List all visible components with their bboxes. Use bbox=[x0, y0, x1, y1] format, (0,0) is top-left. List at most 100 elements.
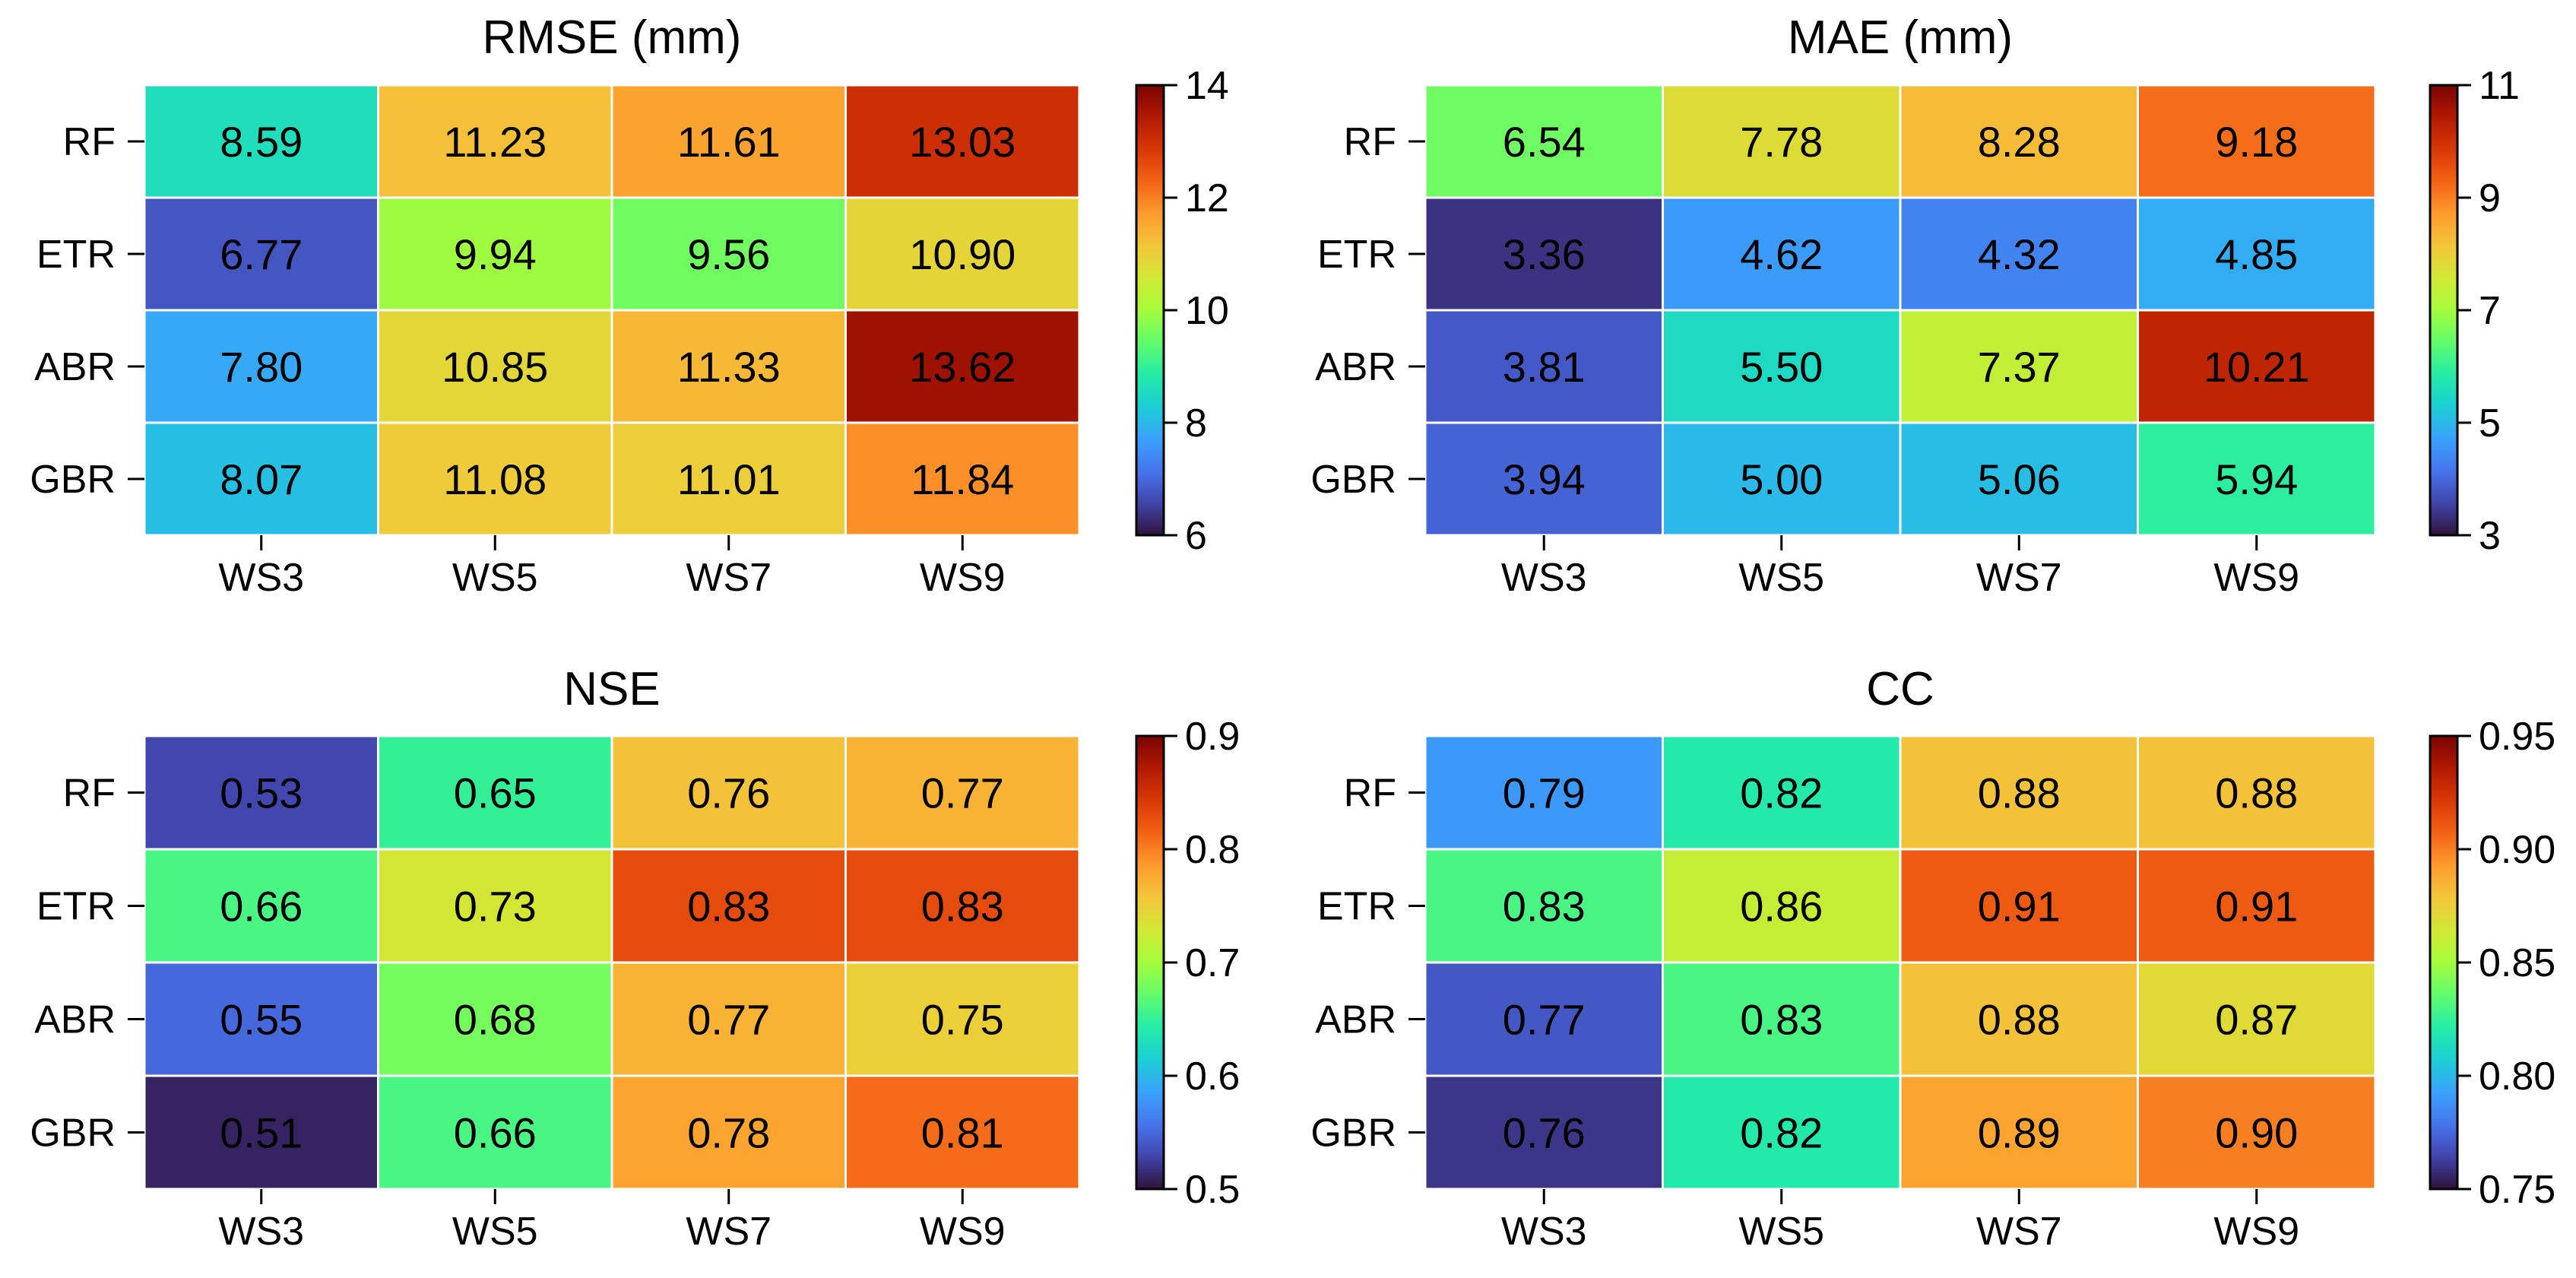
cell-value-label: 6.77 bbox=[220, 230, 303, 278]
column-label: WS3 bbox=[1501, 556, 1587, 600]
panel-title: MAE (mm) bbox=[1788, 11, 2013, 64]
cell-value-label: 4.62 bbox=[1740, 230, 1823, 278]
colorbar-tick-label: 0.9 bbox=[1185, 715, 1240, 759]
cell-value-label: 9.18 bbox=[2215, 118, 2298, 166]
heatmap-cell bbox=[1424, 84, 1664, 199]
cell-value-label: 0.77 bbox=[687, 996, 770, 1044]
cell-value-label: 0.76 bbox=[1503, 1109, 1586, 1157]
colorbar-tick-label: 0.7 bbox=[1185, 941, 1240, 985]
cell-value-label: 0.78 bbox=[687, 1109, 770, 1157]
colorbar-tick-label: 0.90 bbox=[2479, 828, 2555, 872]
column-label: WS7 bbox=[1976, 1210, 2062, 1254]
column-label: WS3 bbox=[1501, 1210, 1587, 1254]
cell-value-label: 5.06 bbox=[1978, 455, 2061, 503]
heatmap-cell bbox=[377, 84, 613, 199]
colorbar-tick-label: 9 bbox=[2479, 176, 2501, 220]
heatmap-cell bbox=[1662, 84, 1902, 199]
colorbar-tick-label: 12 bbox=[1185, 176, 1229, 220]
cell-value-label: 0.77 bbox=[921, 769, 1004, 817]
row-label: GBR bbox=[30, 1112, 116, 1156]
cell-value-label: 0.79 bbox=[1503, 769, 1586, 817]
row-label: RF bbox=[63, 120, 116, 164]
column-label: WS9 bbox=[920, 556, 1006, 600]
cell-value-label: 0.65 bbox=[454, 769, 537, 817]
row-label: ABR bbox=[34, 998, 116, 1042]
row-label: ETR bbox=[1317, 233, 1396, 277]
colorbar-tick-label: 0.80 bbox=[2479, 1054, 2555, 1099]
heatmap-cell bbox=[143, 848, 379, 964]
heatmap-cell bbox=[1424, 961, 1664, 1077]
colorbar-tick-label: 11 bbox=[2479, 64, 2520, 108]
heatmap-cell bbox=[377, 309, 613, 424]
heatmap-cell bbox=[610, 961, 847, 1077]
colorbar-tick-label: 14 bbox=[1185, 64, 1229, 108]
colorbar-tick-label: 0.85 bbox=[2479, 941, 2555, 985]
colorbar bbox=[2429, 84, 2459, 537]
colorbar-tick-label: 0.6 bbox=[1185, 1054, 1240, 1099]
cell-value-label: 4.85 bbox=[2215, 230, 2298, 278]
heatmap-cell bbox=[1424, 309, 1664, 424]
cell-value-label: 0.86 bbox=[1740, 883, 1823, 931]
heatmap-cell bbox=[844, 84, 1081, 199]
colorbar-tick-label: 0.95 bbox=[2479, 715, 2555, 759]
cell-value-label: 3.94 bbox=[1503, 455, 1586, 503]
cell-value-label: 7.80 bbox=[220, 343, 303, 391]
heatmap-cell bbox=[844, 734, 1081, 851]
column-label: WS9 bbox=[2213, 556, 2299, 600]
cell-value-label: 13.03 bbox=[909, 118, 1016, 166]
cell-value-label: 0.91 bbox=[1978, 883, 2061, 931]
cell-value-label: 0.91 bbox=[2215, 883, 2298, 931]
cell-value-label: 7.37 bbox=[1978, 343, 2061, 391]
row-label: ABR bbox=[1315, 998, 1396, 1042]
row-label: ETR bbox=[36, 885, 116, 929]
cell-value-label: 0.73 bbox=[454, 883, 537, 931]
colorbar-tick-label: 10 bbox=[1185, 289, 1229, 333]
heatmap-cell bbox=[1899, 1074, 2139, 1191]
row-label: ETR bbox=[36, 233, 116, 277]
cell-value-label: 3.81 bbox=[1503, 343, 1586, 391]
heatmap-cell bbox=[377, 961, 613, 1077]
colorbar-tick-label: 6 bbox=[1185, 514, 1207, 558]
cell-value-label: 0.88 bbox=[1978, 769, 2061, 817]
heatmap-cell bbox=[610, 84, 847, 199]
cell-value-label: 0.66 bbox=[220, 883, 303, 931]
heatmap-cell bbox=[1899, 848, 2139, 964]
heatmap-cell bbox=[2137, 961, 2377, 1077]
cell-value-label: 0.68 bbox=[454, 996, 537, 1044]
cell-value-label: 0.82 bbox=[1740, 769, 1823, 817]
cell-value-label: 7.78 bbox=[1740, 118, 1823, 166]
heatmap-cell bbox=[377, 196, 613, 312]
cell-value-label: 5.94 bbox=[2215, 455, 2298, 503]
cell-value-label: 13.62 bbox=[909, 343, 1016, 391]
row-label: RF bbox=[1344, 772, 1396, 816]
heatmap-cell bbox=[2137, 309, 2377, 424]
colorbar-tick-label: 0.5 bbox=[1185, 1168, 1240, 1212]
colorbar-tick-label: 0.8 bbox=[1185, 828, 1240, 872]
colorbar-tick-label: 5 bbox=[2479, 401, 2501, 446]
cell-value-label: 5.50 bbox=[1740, 343, 1823, 391]
column-label: WS5 bbox=[1738, 556, 1824, 600]
row-label: ABR bbox=[34, 345, 116, 389]
row-label: RF bbox=[1344, 120, 1396, 164]
heatmap-panel: RMSE (mm) 8.59 11.23 11.61 13.03 6.77 9.94 9.56… bbox=[30, 11, 1229, 600]
heatmap-cell bbox=[377, 734, 613, 851]
colorbar-tick-label: 7 bbox=[2479, 289, 2501, 333]
column-label: WS5 bbox=[452, 1210, 538, 1254]
cell-value-label: 11.33 bbox=[677, 343, 781, 391]
heatmap-cell bbox=[143, 1074, 379, 1191]
row-label: ETR bbox=[1317, 885, 1396, 929]
row-label: ABR bbox=[1315, 345, 1396, 389]
row-label: GBR bbox=[30, 458, 116, 502]
column-label: WS7 bbox=[686, 556, 772, 600]
cell-value-label: 0.82 bbox=[1740, 1109, 1823, 1157]
heatmap-cell bbox=[844, 309, 1081, 424]
cell-value-label: 0.87 bbox=[2215, 996, 2298, 1044]
heatmap-cell bbox=[1899, 961, 2139, 1077]
cell-value-label: 5.00 bbox=[1740, 455, 1823, 503]
colorbar-tick-label: 8 bbox=[1185, 401, 1207, 446]
cell-value-label: 0.89 bbox=[1978, 1109, 2061, 1157]
colorbar-tick-label: 0.75 bbox=[2479, 1168, 2555, 1212]
cell-value-label: 10.85 bbox=[442, 343, 548, 391]
cell-value-label: 0.77 bbox=[1503, 996, 1586, 1044]
